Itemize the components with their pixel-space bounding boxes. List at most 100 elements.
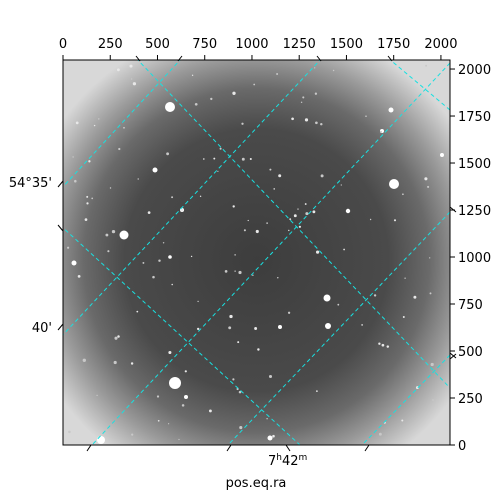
faint-star: [288, 229, 290, 232]
right-tick-label: 1250: [458, 204, 491, 219]
ra-tick-label: 7h42m: [268, 453, 307, 469]
faint-star: [314, 67, 316, 69]
faint-star: [74, 179, 77, 183]
top-tick-label: 500: [145, 37, 170, 52]
faint-star: [304, 203, 307, 205]
star: [169, 377, 181, 389]
faint-star: [378, 432, 382, 436]
faint-star: [116, 68, 120, 72]
faint-star: [238, 390, 242, 394]
faint-star: [88, 160, 91, 163]
star: [323, 294, 331, 302]
faint-star: [316, 250, 320, 254]
faint-star: [343, 248, 345, 251]
faint-star: [137, 178, 139, 180]
top-axis-ticks: 0 250 500 750 1000 1250 1500 1750 2000: [59, 37, 457, 60]
faint-star: [287, 311, 291, 314]
faint-star: [298, 225, 302, 228]
faint-star: [266, 222, 268, 224]
faint-star: [432, 399, 434, 401]
grid-line: [63, 60, 181, 188]
faint-star: [243, 229, 246, 232]
faint-star: [142, 261, 145, 264]
faint-star: [253, 83, 256, 86]
faint-star: [393, 219, 397, 222]
sky-image: [63, 60, 450, 445]
faint-star: [232, 91, 236, 95]
right-tick-label: 1750: [458, 110, 491, 125]
right-tick-label: 1500: [458, 157, 491, 172]
faint-star: [129, 64, 133, 68]
faint-star: [132, 82, 137, 86]
faint-star: [167, 423, 170, 425]
faint-star: [424, 177, 428, 181]
faint-star: [84, 218, 88, 221]
faint-star: [86, 202, 89, 205]
faint-star: [297, 208, 299, 210]
top-tick-label: 1500: [330, 37, 363, 52]
faint-star: [340, 184, 342, 186]
faint-star: [86, 195, 89, 198]
right-tick-label: 250: [458, 392, 483, 407]
faint-star: [361, 324, 363, 326]
top-tick-label: 0: [59, 37, 67, 52]
right-tick-label: 1000: [458, 251, 491, 266]
top-tick-label: 1250: [283, 37, 316, 52]
faint-star: [75, 121, 79, 125]
faint-star: [181, 404, 185, 407]
faint-star: [300, 101, 303, 104]
faint-star: [224, 270, 228, 273]
faint-star: [178, 438, 180, 441]
faint-star: [289, 218, 292, 221]
faint-star: [210, 97, 213, 101]
faint-star: [118, 147, 121, 151]
faint-star: [109, 187, 112, 189]
faint-star: [291, 117, 294, 121]
top-tick-label: 1000: [235, 37, 268, 52]
faint-star: [304, 118, 309, 122]
faint-star: [302, 96, 305, 99]
faint-star: [68, 430, 71, 434]
faint-star: [168, 350, 172, 355]
faint-star: [232, 378, 235, 381]
faint-star: [320, 122, 323, 126]
faint-star: [131, 433, 134, 436]
top-tick-label: 2000: [424, 37, 457, 52]
star: [345, 208, 351, 214]
faint-star: [171, 196, 174, 199]
star: [165, 102, 175, 112]
faint-star: [162, 242, 165, 244]
faint-star: [171, 283, 173, 286]
faint-star: [158, 259, 161, 262]
faint-star: [369, 218, 372, 221]
faint-star: [136, 310, 139, 313]
faint-star: [147, 211, 151, 214]
faint-star: [113, 360, 117, 365]
faint-star: [257, 348, 260, 351]
faint-star: [266, 418, 268, 420]
faint-star: [276, 73, 279, 75]
faint-star: [217, 170, 219, 172]
faint-star: [202, 158, 205, 160]
world-ticks: [57, 55, 457, 452]
faint-star: [255, 229, 259, 234]
faint-star: [241, 157, 245, 161]
faint-star: [239, 426, 243, 430]
star: [388, 107, 394, 113]
grid-line: [91, 62, 450, 445]
star: [267, 435, 273, 441]
star: [184, 395, 188, 399]
stars-layer: [67, 64, 444, 444]
grid-line: [63, 227, 301, 445]
star: [440, 153, 444, 157]
faint-star: [269, 168, 272, 171]
dec-tick-label-2: 40': [32, 321, 52, 336]
coordinate-grid: [63, 60, 450, 445]
faint-star: [105, 233, 109, 237]
faint-star: [337, 303, 340, 306]
faint-star: [197, 300, 199, 303]
plot-frame: [62, 59, 451, 446]
faint-star: [378, 342, 381, 345]
faint-star: [365, 115, 367, 117]
